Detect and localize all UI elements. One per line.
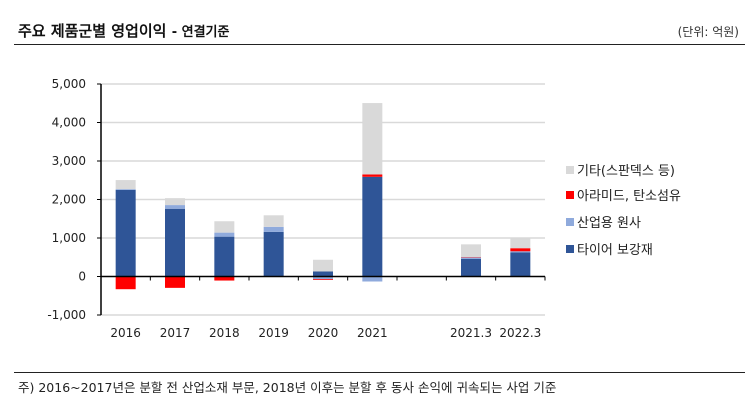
bar-segment [313,271,333,277]
y-tick-label: -1,000 [47,308,86,322]
bar-segment [115,276,136,290]
bar-segment [510,251,531,253]
y-tick-label: 0 [78,270,86,284]
legend-label: 아라미드, 탄소섬유 [577,189,681,204]
bar-segment [362,103,383,175]
bar-segment [115,189,136,190]
x-tick-label: 2019 [258,326,289,340]
bar-segment [165,205,185,209]
legend-item: 기타(스판덱스 등) [566,160,675,179]
footnote-rule [14,372,745,373]
y-tick-label: 5,000 [52,77,86,91]
x-tick-label: 2016 [110,326,141,340]
legend-label: 타이어 보강재 [577,243,653,258]
bar-segment [313,276,333,280]
bar-segment [362,276,383,282]
bar-segment [115,189,136,277]
legend-label: 기타(스판덱스 등) [577,164,675,179]
unit-label: (단위: 억원) [677,25,739,39]
legend-item: 아라미드, 탄소섬유 [566,185,681,204]
top-rule [14,44,745,45]
bar-segment [461,258,481,277]
legend-item: 타이어 보강재 [566,239,653,258]
x-tick-label: 2022.3 [499,326,541,340]
bar-segment [214,232,235,237]
bar-segment [313,259,333,272]
bar-segment [461,244,481,258]
bar-segment [510,252,531,277]
legend-item: 산업용 원사 [566,212,641,231]
bar-segment [263,226,284,232]
y-tick-label: 2,000 [52,193,86,207]
legend-swatch [566,165,574,174]
bar-segment [165,198,185,206]
y-tick-label: 3,000 [52,154,86,168]
bar-segment [263,215,284,227]
bar-segment [313,279,333,280]
legend-swatch [566,217,574,226]
bar-segment [214,236,235,277]
legend-swatch [566,244,574,253]
x-tick-label: 2020 [308,326,339,340]
y-tick-label: 4,000 [52,116,86,130]
bar-segment [362,174,383,177]
bar-segment [214,221,235,233]
x-tick-label: 2021.3 [450,326,492,340]
bar-segment [214,276,235,281]
y-tick-label: 1,000 [52,231,86,245]
x-tick-label: 2017 [160,326,191,340]
legend-swatch [566,190,574,199]
bar-segment [165,276,185,288]
x-tick-label: 2018 [209,326,240,340]
bar-segment [461,257,481,259]
bar-segment [510,248,531,252]
bar-segment [263,231,284,277]
bar-segment [362,176,383,277]
bar-segment [165,208,185,277]
x-tick-label: 2021 [357,326,388,340]
legend-label: 산업용 원사 [577,216,641,231]
footnote: 주) 2016~2017년은 분할 전 산업소재 부문, 2018년 이후는 분… [18,380,557,395]
bar-segment [115,180,136,190]
bar-segment [510,238,531,249]
chart-title: 주요 제품군별 영업이익 - 연결기준 [18,22,230,40]
